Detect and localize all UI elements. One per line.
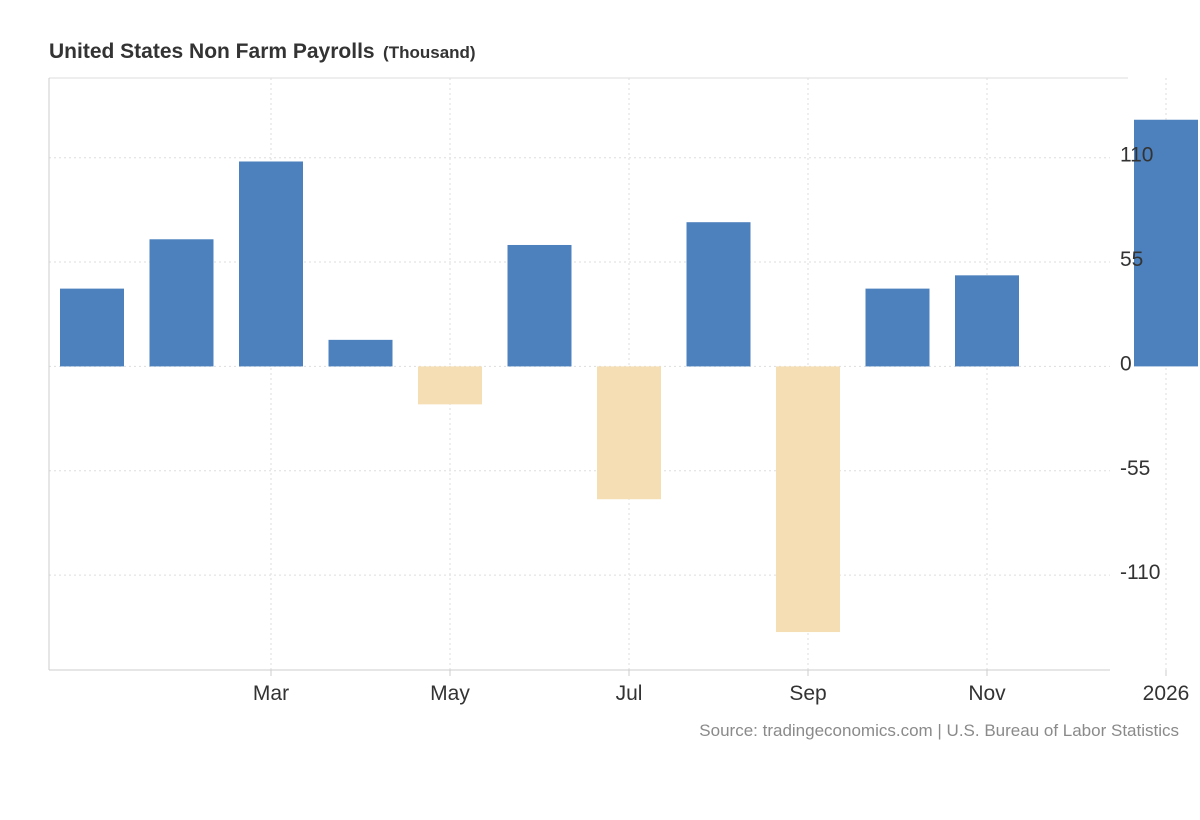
y-tick-label: 0 [1120,352,1132,375]
x-tick-label: Jul [616,682,643,705]
chart-title: United States Non Farm Payrolls (Thousan… [49,38,476,68]
chart-title-text: United States Non Farm Payrolls [49,40,375,63]
bar-jul-2025 [597,366,661,500]
bar-apr-2025 [328,339,393,367]
x-tick-label: 2026 [1143,682,1190,705]
bar-may-2025 [418,366,482,405]
x-tick-label: Nov [968,682,1006,705]
bar-nov-2025 [955,275,1019,367]
x-tick-label: Mar [253,682,289,705]
bar-mar-2025 [239,161,303,367]
chart-unit-label: (Thousand) [383,43,476,62]
bar-jan-2025 [60,288,124,367]
x-tick-label: Sep [789,682,826,705]
bar-sep-2025 [776,366,840,633]
bar-jan-2026 [1134,119,1198,367]
bar-aug-2025 [686,222,751,367]
y-tick-label: 110 [1120,144,1153,167]
bar-jun-2025 [507,244,572,367]
y-tick-label: -110 [1120,561,1160,584]
bar-oct-2025 [865,288,930,367]
y-tick-label: -55 [1120,457,1150,480]
y-tick-label: 55 [1120,248,1143,271]
x-tick-label: May [430,682,470,705]
source-attribution: Source: tradingeconomics.com | U.S. Bure… [699,721,1179,740]
bar-feb-2025 [149,239,214,367]
